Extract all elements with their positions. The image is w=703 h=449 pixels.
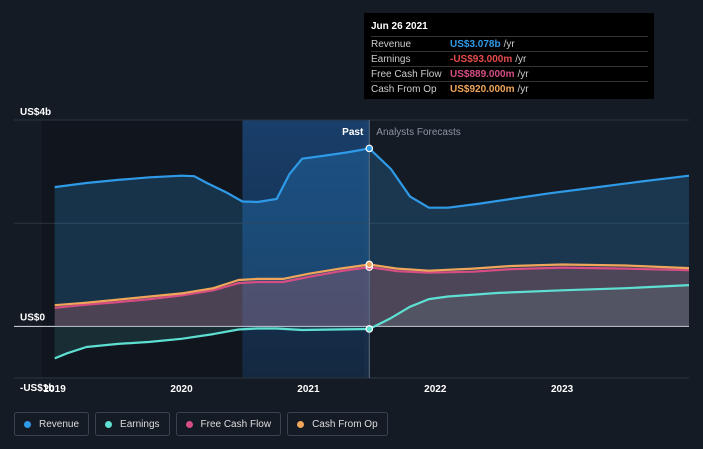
value-text: US$920.000m (450, 84, 515, 95)
legend-label: Revenue (39, 418, 80, 430)
y-label-zero: US$0 (20, 312, 45, 323)
legend-dot-icon (105, 420, 113, 428)
unit-text: /yr (517, 69, 529, 80)
area-earnings (54, 285, 689, 359)
legend-item-revenue[interactable]: Revenue (14, 412, 90, 436)
marker-revenue (365, 144, 374, 153)
value-text: -US$93.000m (450, 54, 513, 65)
data-tooltip: Jun 26 2021 Revenue US$3.078b/yr Earning… (364, 13, 654, 99)
tooltip-key: Cash From Op (371, 84, 437, 95)
tooltip-row-fcf: Free Cash Flow US$889.000m/yr (371, 66, 648, 82)
legend-label: Free Cash Flow (200, 418, 272, 430)
highlight-region (242, 120, 370, 378)
y-label-top: US$4b (20, 107, 51, 118)
x-tick-label: 2021 (297, 384, 320, 395)
tooltip-value: US$889.000m/yr (450, 69, 529, 80)
line-free-cash-flow (54, 266, 690, 309)
tooltip-key: Revenue (371, 39, 412, 50)
legend-label: Earnings (120, 418, 160, 430)
legend-item-free-cash-flow[interactable]: Free Cash Flow (175, 412, 282, 436)
forecast-label: Analysts Forecasts (376, 127, 460, 138)
x-tick-label: 2022 (424, 384, 447, 395)
area-free-cash-flow (54, 267, 689, 327)
x-tick-label: 2020 (170, 384, 193, 395)
unit-text: /yr (515, 54, 527, 65)
marker-cash-from-op (365, 260, 374, 269)
y-label-bottom: -US$1b (20, 383, 54, 394)
tooltip-value: -US$93.000m/yr (450, 54, 526, 65)
past-label: Past (342, 127, 364, 138)
tooltip-row-earnings: Earnings -US$93.000m/yr (371, 51, 648, 67)
marker-earnings (365, 325, 374, 333)
unit-text: /yr (503, 39, 515, 50)
line-revenue (54, 147, 690, 209)
area-revenue (54, 148, 689, 327)
tooltip-date: Jun 26 2021 (371, 21, 428, 32)
x-tick-label: 2023 (551, 384, 574, 395)
legend-dot-icon (24, 420, 31, 428)
area-cash-from-op (54, 264, 689, 327)
line-cash-from-op (54, 263, 690, 307)
unit-text: /yr (517, 84, 529, 95)
x-tick-label: 2019 (44, 384, 67, 395)
tooltip-row-cfo: Cash From Op US$920.000m/yr (371, 81, 648, 97)
value-text: US$889.000m (450, 69, 515, 80)
legend-label: Cash From Op (312, 418, 378, 430)
legend-item-earnings[interactable]: Earnings (95, 412, 170, 436)
legend-dot-icon (297, 420, 305, 428)
tooltip-key: Earnings (371, 54, 411, 65)
tooltip-value: US$920.000m/yr (450, 84, 529, 95)
legend-dot-icon (185, 420, 193, 428)
legend-item-cash-from-op[interactable]: Cash From Op (287, 412, 388, 436)
tooltip-value: US$3.078b/yr (450, 39, 515, 50)
line-earnings (54, 284, 690, 360)
tooltip-key: Free Cash Flow (371, 69, 442, 80)
value-text: US$3.078b (450, 39, 501, 50)
tooltip-row-revenue: Revenue US$3.078b/yr (371, 36, 648, 52)
legend: Revenue Earnings Free Cash Flow Cash Fro… (14, 412, 388, 436)
